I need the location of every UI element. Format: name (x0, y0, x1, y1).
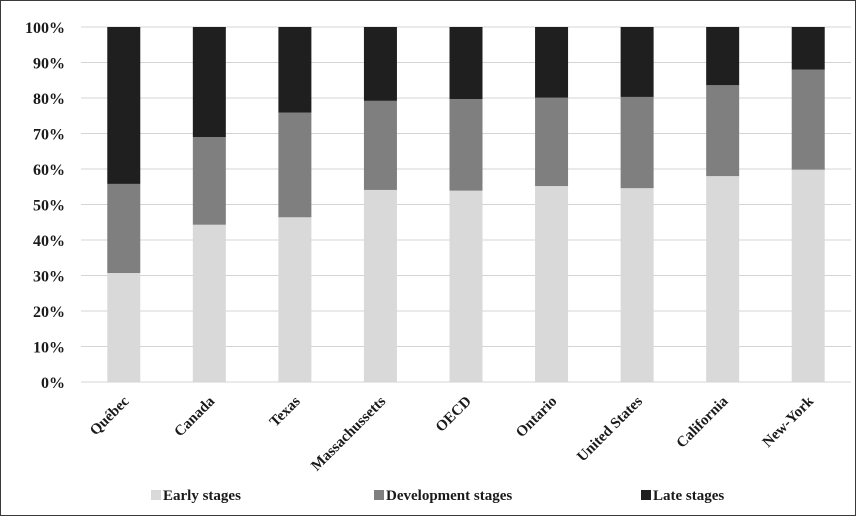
bar-segment-united-states-early-stages (620, 188, 654, 382)
bar-segment-canada-development-stages (192, 137, 226, 225)
x-tick-label-oecd: OECD (433, 393, 475, 435)
bar-segment-canada-early-stages (192, 224, 226, 382)
legend-swatch-late-stages (641, 490, 651, 500)
x-tick-label-canada: Canada (171, 393, 218, 440)
x-tick-label-ontario: Ontario (513, 394, 560, 441)
bar-segment-texas-late-stages (278, 27, 312, 113)
bar-segment-ontario-early-stages (535, 186, 569, 382)
bar-segment-oecd-early-stages (449, 190, 483, 382)
x-tick-label-california: California (674, 393, 732, 451)
bar-segment-massachussetts-development-stages (363, 100, 397, 190)
bar-segment-new-york-late-stages (791, 27, 825, 70)
y-tick-label: 80% (33, 91, 65, 108)
x-tick-label-massachussetts: Massachussetts (308, 393, 389, 474)
bar-segment-texas-early-stages (278, 217, 312, 382)
y-tick-label: 40% (33, 233, 65, 250)
bar-segment-california-early-stages (706, 176, 740, 382)
y-tick-label: 60% (33, 162, 65, 179)
bar-segment-california-late-stages (706, 27, 740, 86)
x-tick-label-new-york: New-York (760, 393, 818, 451)
y-tick-label: 100% (25, 20, 65, 37)
bar-segment-massachussetts-late-stages (363, 27, 397, 101)
y-tick-label: 20% (33, 304, 65, 321)
y-tick-label: 10% (33, 340, 65, 357)
legend-label-development-stages: Development stages (386, 488, 512, 504)
bar-segment-texas-development-stages (278, 112, 312, 218)
x-tick-label-united-states: United States (574, 393, 646, 465)
bar-segment-united-states-late-stages (620, 27, 654, 97)
x-tick-label-quebec: Québec (87, 393, 133, 439)
legend-swatch-early-stages (151, 490, 161, 500)
bar-segment-canada-late-stages (192, 27, 226, 138)
bar-segment-quebec-early-stages (107, 273, 141, 382)
legend-swatch-development-stages (374, 490, 384, 500)
y-tick-label: 70% (33, 127, 65, 144)
bar-segment-ontario-development-stages (535, 97, 569, 187)
y-tick-label: 30% (33, 269, 65, 286)
bars (107, 27, 825, 382)
bar-segment-massachussetts-early-stages (363, 189, 397, 382)
x-tick-label-texas: Texas (267, 393, 304, 430)
legend: Early stages Development stages Late stage… (151, 488, 724, 504)
bar-segment-oecd-late-stages (449, 27, 483, 100)
y-tick-label: 50% (33, 198, 65, 215)
bar-segment-united-states-development-stages (620, 96, 654, 189)
bar-segment-new-york-early-stages (791, 169, 825, 382)
bar-segment-quebec-late-stages (107, 27, 141, 184)
bar-segment-california-development-stages (706, 85, 740, 177)
bar-segment-new-york-development-stages (791, 69, 825, 170)
bar-segment-quebec-development-stages (107, 183, 141, 274)
legend-label-late-stages: Late stages (653, 488, 724, 504)
y-tick-label: 90% (33, 56, 65, 73)
legend-label-early-stages: Early stages (163, 488, 241, 504)
bar-segment-ontario-late-stages (535, 27, 569, 98)
y-tick-label: 0% (41, 375, 65, 392)
bar-segment-oecd-development-stages (449, 99, 483, 191)
